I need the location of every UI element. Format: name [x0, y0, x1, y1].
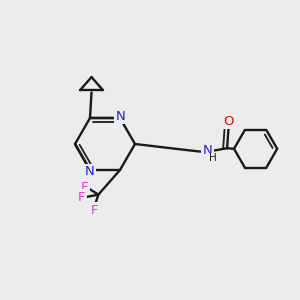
- Text: O: O: [224, 115, 234, 128]
- Text: H: H: [209, 153, 217, 164]
- Text: F: F: [78, 190, 85, 204]
- Text: N: N: [116, 110, 125, 123]
- Text: N: N: [202, 144, 212, 158]
- Text: F: F: [91, 204, 98, 217]
- Text: F: F: [81, 181, 88, 194]
- Text: N: N: [85, 165, 94, 178]
